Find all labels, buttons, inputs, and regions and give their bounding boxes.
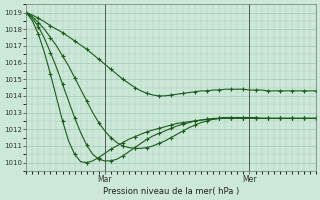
X-axis label: Pression niveau de la mer( hPa ): Pression niveau de la mer( hPa ) [103, 187, 239, 196]
